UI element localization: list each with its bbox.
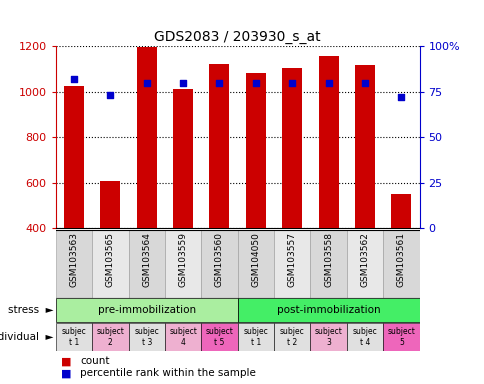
- Bar: [56, 230, 92, 298]
- Point: [252, 79, 259, 86]
- Text: GSM103565: GSM103565: [106, 232, 115, 287]
- Bar: [237, 230, 273, 298]
- Bar: [128, 323, 165, 351]
- Bar: [318, 56, 338, 228]
- Text: GSM103557: GSM103557: [287, 232, 296, 287]
- Point: [70, 76, 77, 82]
- Point: [106, 92, 114, 98]
- Point: [396, 94, 404, 100]
- Text: subjec
t 1: subjec t 1: [61, 327, 86, 347]
- Bar: [310, 323, 346, 351]
- Title: GDS2083 / 203930_s_at: GDS2083 / 203930_s_at: [154, 30, 320, 44]
- Text: count: count: [80, 356, 109, 366]
- Bar: [382, 323, 419, 351]
- Text: GSM103559: GSM103559: [178, 232, 187, 287]
- Bar: [273, 323, 310, 351]
- Text: GSM103561: GSM103561: [396, 232, 405, 287]
- Point: [179, 79, 186, 86]
- Bar: [354, 65, 374, 228]
- Bar: [136, 47, 156, 228]
- Bar: [382, 230, 419, 298]
- Bar: [56, 298, 237, 322]
- Text: GSM103560: GSM103560: [214, 232, 224, 287]
- Bar: [100, 180, 120, 228]
- Text: GSM103558: GSM103558: [323, 232, 333, 287]
- Text: subjec
t 1: subjec t 1: [243, 327, 268, 347]
- Text: subject
t 5: subject t 5: [205, 327, 233, 347]
- Bar: [391, 194, 410, 228]
- Text: subjec
t 2: subjec t 2: [279, 327, 304, 347]
- Point: [360, 79, 368, 86]
- Text: subject
4: subject 4: [169, 327, 197, 347]
- Bar: [201, 323, 237, 351]
- Bar: [209, 64, 229, 228]
- Bar: [273, 230, 310, 298]
- Text: subject
5: subject 5: [387, 327, 414, 347]
- Bar: [173, 89, 193, 228]
- Bar: [310, 230, 346, 298]
- Bar: [128, 230, 165, 298]
- Bar: [92, 323, 128, 351]
- Text: subject
3: subject 3: [314, 327, 342, 347]
- Text: pre-immobilization: pre-immobilization: [97, 305, 196, 315]
- Bar: [346, 230, 382, 298]
- Text: GSM104050: GSM104050: [251, 232, 260, 287]
- Text: percentile rank within the sample: percentile rank within the sample: [80, 368, 256, 379]
- Point: [324, 79, 332, 86]
- Point: [287, 79, 295, 86]
- Text: ■: ■: [60, 356, 71, 366]
- Text: ■: ■: [60, 368, 71, 379]
- Bar: [165, 230, 201, 298]
- Bar: [92, 230, 128, 298]
- Bar: [237, 298, 419, 322]
- Point: [215, 79, 223, 86]
- Bar: [245, 73, 265, 228]
- Bar: [346, 323, 382, 351]
- Text: subject
2: subject 2: [96, 327, 124, 347]
- Bar: [237, 323, 273, 351]
- Text: individual  ►: individual ►: [0, 332, 53, 342]
- Text: GSM103563: GSM103563: [69, 232, 78, 287]
- Text: subjec
t 4: subjec t 4: [352, 327, 377, 347]
- Bar: [282, 68, 302, 228]
- Bar: [56, 323, 92, 351]
- Bar: [165, 323, 201, 351]
- Bar: [64, 86, 84, 228]
- Text: subjec
t 3: subjec t 3: [134, 327, 159, 347]
- Bar: [201, 230, 237, 298]
- Point: [142, 79, 150, 86]
- Text: GSM103562: GSM103562: [360, 232, 369, 287]
- Text: GSM103564: GSM103564: [142, 232, 151, 287]
- Text: post-immobilization: post-immobilization: [276, 305, 379, 315]
- Text: stress  ►: stress ►: [8, 305, 53, 315]
